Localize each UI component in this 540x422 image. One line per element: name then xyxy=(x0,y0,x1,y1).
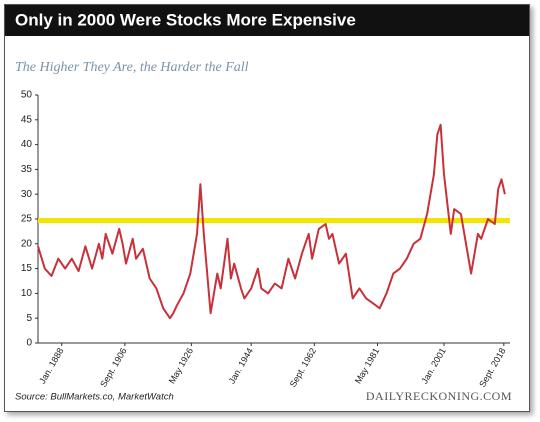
y-tick-label: 0 xyxy=(26,338,32,349)
x-tick-label: May 1926 xyxy=(167,346,195,385)
x-tick-label: Jan. 2001 xyxy=(419,346,447,385)
y-tick-label: 45 xyxy=(21,114,33,125)
y-tick-label: 25 xyxy=(21,214,33,225)
chart-title: Only in 2000 Were Stocks More Expensive xyxy=(15,10,356,29)
data-line xyxy=(37,123,506,320)
y-tick-label: 15 xyxy=(21,263,33,274)
subtitle: The Higher They Are, the Harder the Fall xyxy=(15,60,249,75)
header-bar xyxy=(5,5,529,36)
x-tick-label: May 1981 xyxy=(353,346,381,385)
x-tick-label: Jan. 1888 xyxy=(37,346,65,385)
y-tick-label: 40 xyxy=(21,139,33,150)
x-tick-label: Jan. 1944 xyxy=(227,346,255,385)
y-tick-label: 20 xyxy=(21,238,33,249)
y-tick-label: 50 xyxy=(21,90,33,101)
source: Source: BullMarkets.co, MarketWatch xyxy=(15,392,174,403)
y-tick-label: 35 xyxy=(21,164,33,175)
y-tick-label: 30 xyxy=(21,189,33,200)
y-tick-label: 10 xyxy=(21,288,33,299)
y-tick-label: 5 xyxy=(26,313,32,324)
x-tick-label: Sept. 2018 xyxy=(477,346,507,389)
x-tick-label: Sept. 1962 xyxy=(288,346,318,389)
brand: DAILYRECKONING.COM xyxy=(366,389,512,403)
x-tick-label: Sept. 1906 xyxy=(98,346,128,389)
card xyxy=(4,4,530,412)
